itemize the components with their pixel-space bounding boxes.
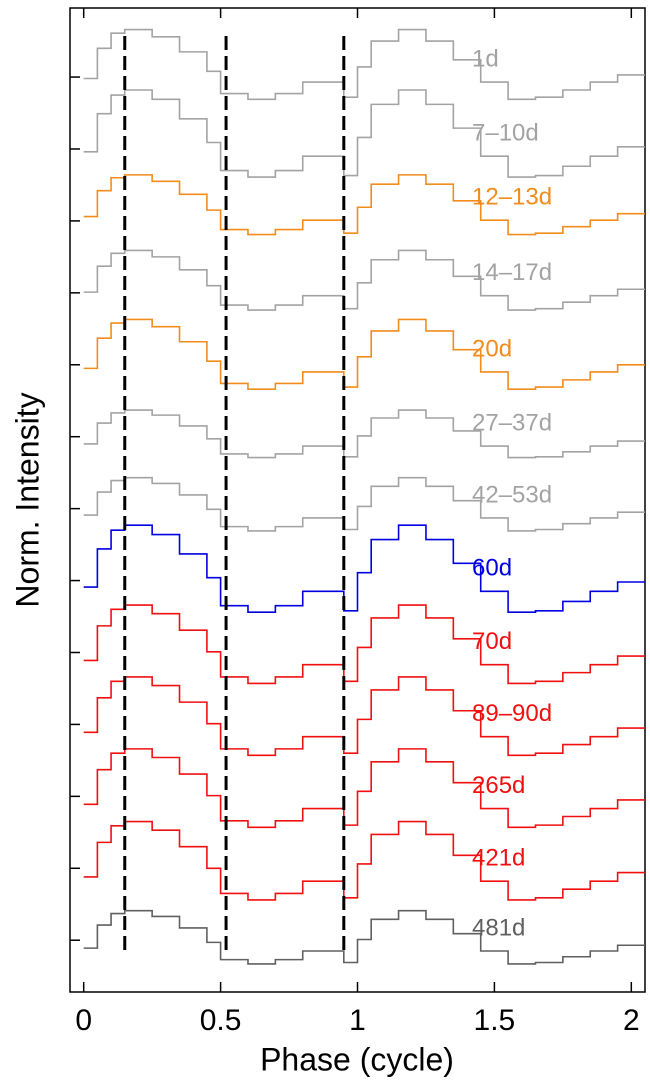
series-label: 60d — [472, 555, 512, 582]
profile-line — [83, 89, 645, 178]
series-label: 1d — [472, 45, 499, 72]
x-tick-label: 0 — [75, 1004, 92, 1037]
profile-line — [83, 249, 645, 311]
profile-line — [83, 318, 645, 391]
profile-line — [83, 524, 645, 614]
series-label: 89–90d — [472, 700, 552, 727]
x-tick-label: 0.5 — [200, 1004, 242, 1037]
profile-line — [83, 676, 645, 757]
y-axis-title: Norm. Intensity — [9, 392, 45, 607]
series-label: 70d — [472, 628, 512, 655]
profile-line — [83, 28, 645, 101]
x-axis-title: Phase (cycle) — [260, 1041, 454, 1077]
profile-line — [83, 476, 645, 532]
series-label: 481d — [472, 914, 525, 941]
series-label: 27–37d — [472, 409, 552, 436]
x-tick-label: 1 — [349, 1004, 366, 1037]
profile-line — [83, 748, 645, 829]
profile-line — [83, 174, 645, 236]
series-label: 20d — [472, 335, 512, 362]
profile-line — [83, 820, 645, 901]
series-label: 14–17d — [472, 259, 552, 286]
series-label: 42–53d — [472, 481, 552, 508]
series-label: 265d — [472, 772, 525, 799]
profile-line — [83, 909, 645, 965]
series-label: 12–13d — [472, 184, 552, 211]
x-tick-label: 1.5 — [474, 1004, 516, 1037]
series-label: 421d — [472, 845, 525, 872]
profile-line — [83, 604, 645, 685]
series-label: 7–10d — [472, 120, 539, 147]
profile-line — [83, 409, 645, 459]
x-tick-label: 2 — [623, 1004, 640, 1037]
